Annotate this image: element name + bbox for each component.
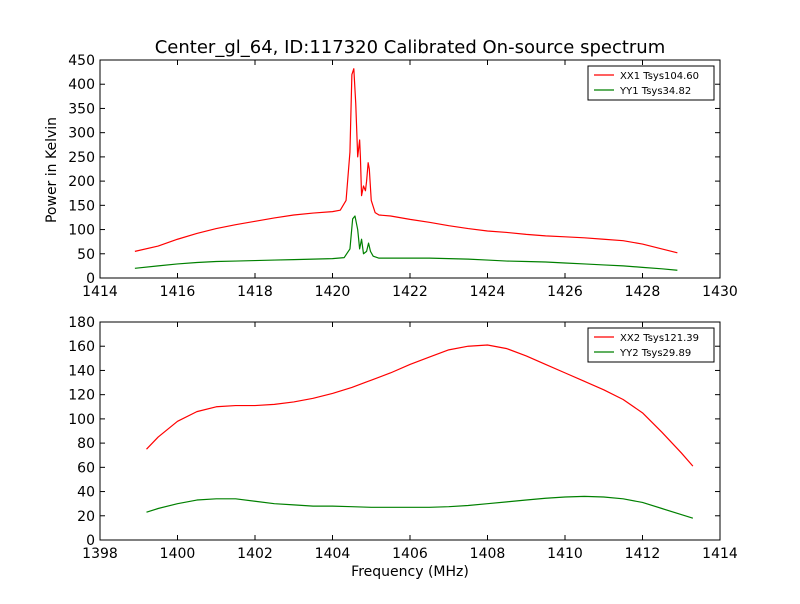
x-tick-label: 1424 [470,284,506,300]
y-tick-label: 20 [77,509,95,525]
legend-entry: XX1 Tsys104.60 [620,71,699,82]
y-tick-label: 120 [68,388,95,404]
y-tick-label: 180 [68,315,95,331]
y-tick-label: 300 [68,126,95,142]
legend-entry: YY2 Tsys29.89 [619,348,691,359]
y-tick-label: 60 [77,460,95,476]
x-tick-label: 1414 [702,546,738,562]
x-tick-label: 1402 [237,546,273,562]
y-tick-label: 150 [68,198,95,214]
y-tick-label: 160 [68,339,95,355]
x-tick-label: 1408 [470,546,506,562]
series-line-2 [146,495,694,519]
x-tick-label: 1428 [625,284,661,300]
x-tick-label: 1400 [160,546,196,562]
y-axis-label: Power in Kelvin [44,117,60,223]
x-tick-label: 1416 [160,284,196,300]
series-line-1 [134,68,678,254]
x-tick-label: 1422 [392,284,428,300]
y-tick-label: 0 [86,271,95,287]
y-tick-label: 40 [77,485,95,501]
x-tick-label: 1398 [82,546,118,562]
y-tick-label: 400 [68,77,95,93]
y-tick-label: 80 [77,436,95,452]
y-tick-label: 250 [68,150,95,166]
y-tick-label: 200 [68,174,95,190]
series-line-2 [134,215,678,271]
legend: XX2 Tsys121.39 YY2 Tsys29.89 [587,327,715,363]
legend-entry: YY1 Tsys34.82 [619,86,691,97]
x-tick-label: 1430 [702,284,738,300]
y-tick-label: 350 [68,101,95,117]
y-tick-label: 0 [86,533,95,549]
x-tick-label: 1418 [237,284,273,300]
x-tick-label: 1414 [82,284,118,300]
y-tick-label: 100 [68,412,95,428]
bottom-panel: 1398 1400 1402 1404 1406 1408 1410 1412 1414 0 20 4… [68,315,738,562]
legend-entry: XX2 Tsys121.39 [620,333,699,344]
legend-box [587,327,715,363]
series-line-1 [146,344,694,467]
x-tick-label: 1404 [315,546,351,562]
y-tick-label: 140 [68,363,95,379]
x-tick-label: 1406 [392,546,428,562]
x-axis-label: Frequency (MHz) [351,564,469,580]
legend: XX1 Tsys104.60 YY1 Tsys34.82 [587,65,715,101]
top-panel: 1414 1416 1418 1420 1422 1424 1426 1428 1430 0 50 1… [68,53,738,300]
legend-box [587,65,715,101]
x-tick-label: 1426 [547,284,583,300]
x-tick-label: 1420 [315,284,351,300]
x-tick-label: 1412 [625,546,661,562]
figure-title: Center_gl_64, ID:117320 Calibrated On-so… [155,37,666,58]
x-tick-label: 1410 [547,546,583,562]
y-tick-label: 50 [77,247,95,263]
y-tick-label: 450 [68,53,95,69]
y-tick-label: 100 [68,223,95,239]
